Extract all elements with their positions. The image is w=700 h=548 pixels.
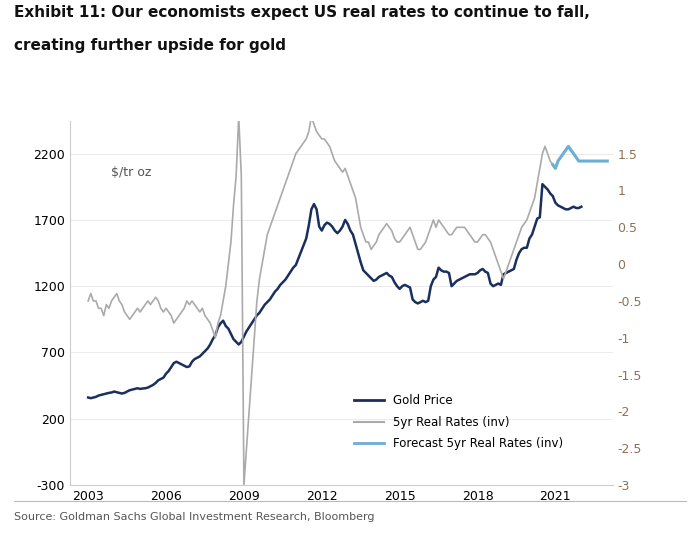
Text: Exhibit 11: Our economists expect US real rates to continue to fall,: Exhibit 11: Our economists expect US rea… — [14, 5, 590, 20]
Text: Source: Goldman Sachs Global Investment Research, Bloomberg: Source: Goldman Sachs Global Investment … — [14, 512, 374, 522]
Legend: Gold Price, 5yr Real Rates (inv), Forecast 5yr Real Rates (inv): Gold Price, 5yr Real Rates (inv), Foreca… — [354, 395, 564, 450]
Text: creating further upside for gold: creating further upside for gold — [14, 38, 286, 53]
Text: $/tr oz: $/tr oz — [111, 166, 151, 179]
